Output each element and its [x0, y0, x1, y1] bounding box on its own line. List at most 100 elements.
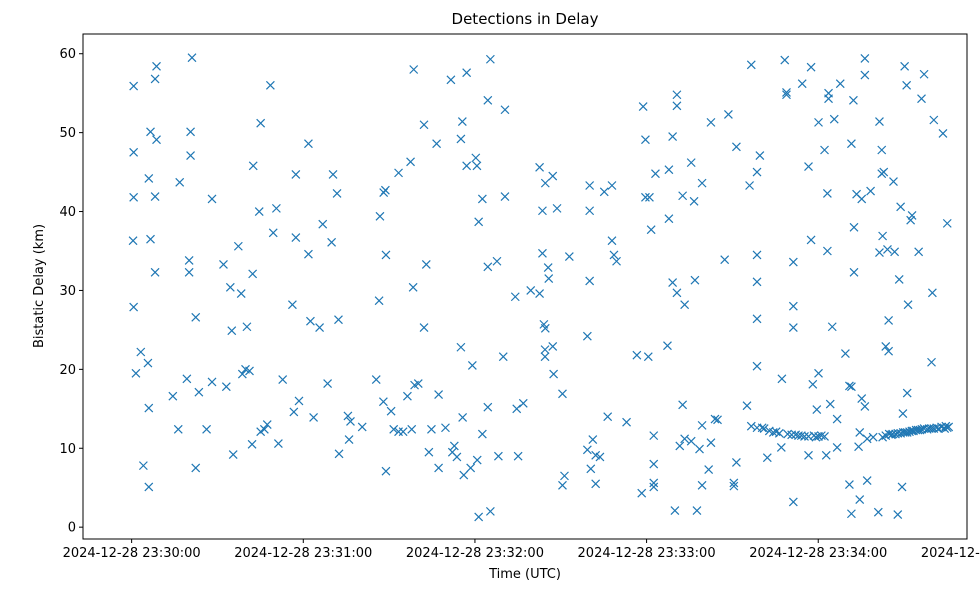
- data-point: [294, 396, 304, 406]
- data-point: [822, 188, 832, 198]
- data-point: [780, 55, 790, 65]
- data-point: [857, 394, 867, 403]
- x-axis-label: Time (UTC): [488, 567, 561, 582]
- data-point: [797, 79, 807, 89]
- data-point: [678, 191, 688, 201]
- data-point: [796, 431, 806, 441]
- data-point: [878, 231, 888, 241]
- data-point: [849, 95, 858, 105]
- data-point: [896, 202, 906, 212]
- data-point: [168, 391, 178, 401]
- data-point: [849, 222, 859, 232]
- data-point: [564, 252, 574, 261]
- data-point: [651, 169, 660, 179]
- data-point: [186, 151, 195, 160]
- data-point: [849, 267, 859, 277]
- data-point: [914, 247, 924, 257]
- plot-area-frame: [82, 33, 968, 540]
- data-points: [128, 53, 954, 522]
- data-point: [877, 145, 887, 155]
- data-point: [472, 455, 482, 465]
- x-tick-label: 2024-12-28 23:35:00: [921, 546, 980, 561]
- data-point: [483, 402, 493, 412]
- data-point: [510, 292, 520, 302]
- data-point: [731, 458, 741, 467]
- data-point: [146, 234, 155, 244]
- data-point: [538, 248, 547, 258]
- data-point: [413, 379, 423, 388]
- data-point: [386, 406, 396, 416]
- data-point: [472, 161, 482, 171]
- data-point: [421, 259, 431, 269]
- data-point: [219, 259, 228, 269]
- data-point: [808, 379, 818, 389]
- data-point: [649, 431, 659, 441]
- data-point: [825, 399, 835, 409]
- data-point: [846, 509, 856, 519]
- data-point: [806, 235, 816, 245]
- data-point: [434, 390, 444, 400]
- data-point: [144, 482, 154, 492]
- data-point: [690, 275, 700, 285]
- data-point: [344, 435, 354, 445]
- data-point: [247, 439, 257, 449]
- data-point: [343, 411, 353, 421]
- y-tick-label: 50: [59, 126, 76, 141]
- data-point: [334, 315, 343, 325]
- data-point: [774, 428, 784, 438]
- data-point: [776, 443, 786, 452]
- data-point: [800, 431, 809, 441]
- data-point: [558, 480, 567, 490]
- data-point: [182, 374, 192, 384]
- data-point: [668, 132, 678, 142]
- data-point: [788, 497, 798, 507]
- data-point: [897, 482, 907, 492]
- data-point: [609, 250, 619, 260]
- data-point: [549, 369, 559, 379]
- data-point: [759, 424, 769, 433]
- data-point: [144, 403, 154, 413]
- data-point: [820, 145, 829, 155]
- data-point: [535, 289, 545, 299]
- data-point: [136, 347, 146, 357]
- data-point: [855, 428, 865, 437]
- data-point: [327, 237, 337, 247]
- data-point: [558, 389, 567, 399]
- data-point: [884, 346, 894, 356]
- data-point: [637, 488, 647, 498]
- data-point: [278, 375, 288, 385]
- data-point: [603, 412, 613, 422]
- data-point: [752, 361, 762, 371]
- data-point: [723, 110, 733, 119]
- data-point: [446, 75, 456, 85]
- data-point: [457, 117, 467, 127]
- data-point: [128, 236, 138, 246]
- data-point: [782, 87, 791, 97]
- data-point: [670, 506, 680, 516]
- data-point: [512, 404, 522, 414]
- data-point: [832, 414, 842, 424]
- data-point: [645, 192, 654, 202]
- data-point: [585, 276, 595, 286]
- data-point: [538, 206, 547, 216]
- data-point: [649, 482, 659, 492]
- data-point: [663, 341, 672, 351]
- data-point: [907, 211, 917, 220]
- data-point: [318, 219, 328, 229]
- data-point: [273, 439, 283, 448]
- data-point: [788, 257, 798, 267]
- data-point: [811, 432, 821, 442]
- data-point: [462, 161, 472, 171]
- data-point: [432, 139, 442, 149]
- data-point: [452, 452, 462, 462]
- data-point: [832, 443, 842, 452]
- data-point: [782, 90, 791, 100]
- data-point: [668, 278, 678, 287]
- data-point: [323, 379, 333, 388]
- data-point: [332, 188, 342, 198]
- data-point: [942, 218, 952, 228]
- data-point: [643, 352, 653, 362]
- data-point: [207, 194, 217, 204]
- data-point: [689, 196, 699, 206]
- data-point: [929, 115, 939, 125]
